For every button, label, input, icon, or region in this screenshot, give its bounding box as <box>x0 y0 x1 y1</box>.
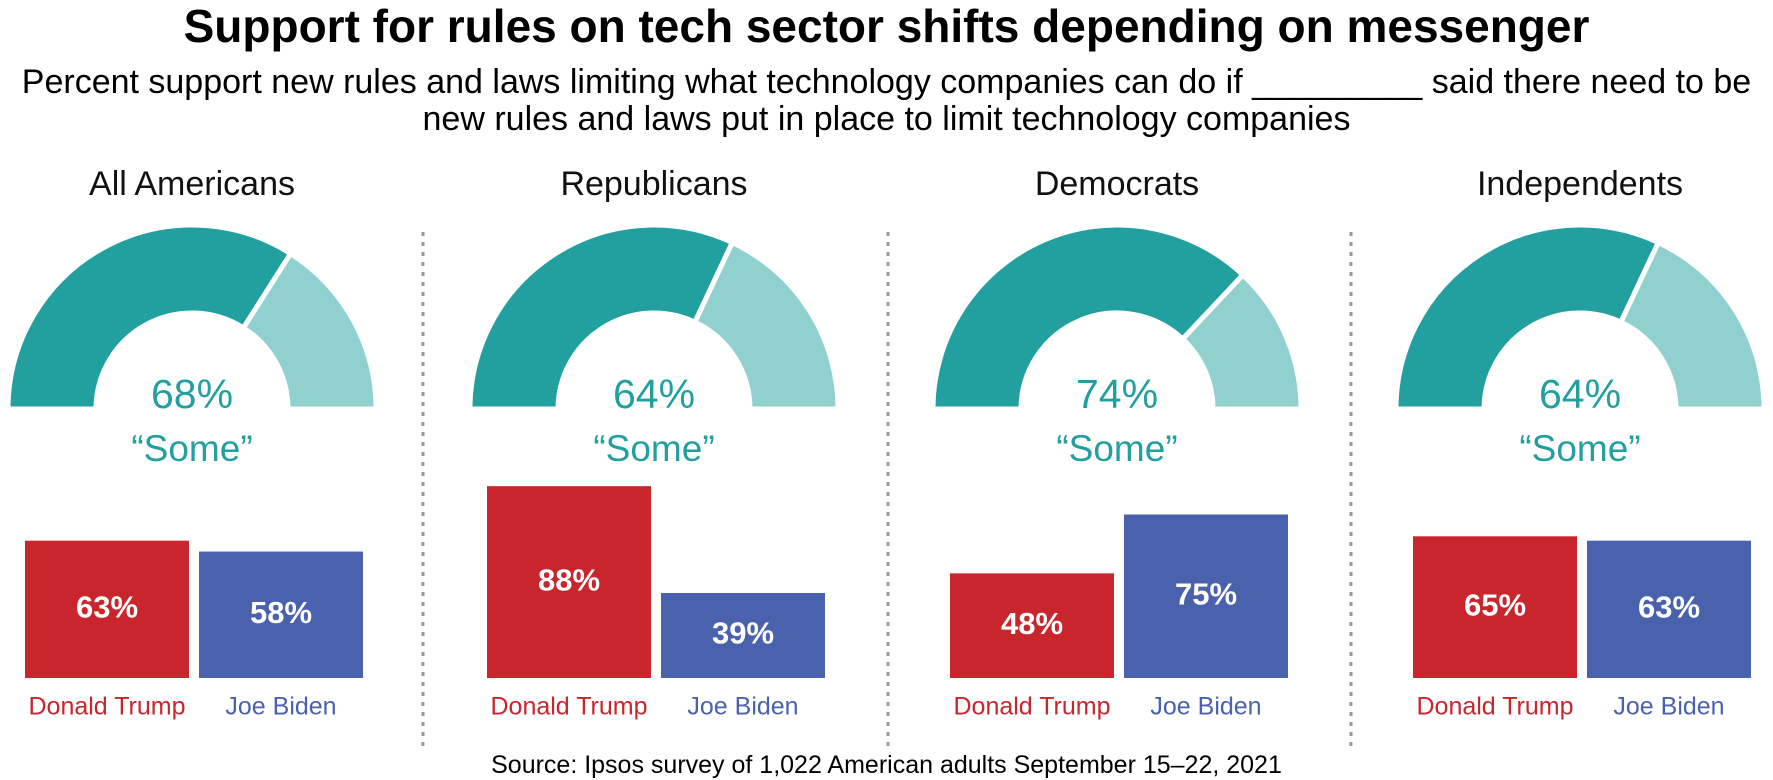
gauge-segment <box>467 222 736 412</box>
category-label: Joe Biden <box>687 693 798 721</box>
panel-title: Independents <box>1477 165 1683 203</box>
panel-title: All Americans <box>89 165 295 203</box>
bar-value-label: 58% <box>250 595 312 630</box>
gauge-label: “Some” <box>1056 428 1177 469</box>
category-label: Donald Trump <box>490 693 647 721</box>
category-label: Donald Trump <box>28 693 185 721</box>
category-label: Joe Biden <box>1150 693 1261 721</box>
gauge-rest <box>691 239 841 412</box>
bar-value-label: 63% <box>76 590 138 625</box>
gauge-value: 64% <box>1539 371 1621 417</box>
bar <box>1587 540 1751 678</box>
category-label: Donald Trump <box>1416 693 1573 721</box>
charts: All Americans 68% “Some” 63% Donald Trump 58%… <box>5 164 1767 746</box>
gauge-rest <box>239 250 379 412</box>
source: Source: Ipsos survey of 1,022 American a… <box>491 751 1282 779</box>
bar <box>661 592 825 678</box>
bar <box>1413 536 1577 678</box>
gauge-segment <box>930 222 1247 412</box>
subtitle: Percent support new rules and laws limit… <box>21 63 1752 138</box>
panel-title: Democrats <box>1035 165 1199 203</box>
bar-value-label: 48% <box>1001 606 1063 641</box>
bar-value-label: 75% <box>1175 576 1237 611</box>
bar <box>25 540 189 678</box>
bar <box>950 573 1114 678</box>
gauge-segment <box>1393 222 1662 412</box>
bar <box>199 551 363 678</box>
title: Support for rules on tech sector shifts … <box>183 0 1590 52</box>
bar <box>1124 514 1288 678</box>
category-label: Joe Biden <box>1613 693 1724 721</box>
category-label: Joe Biden <box>225 693 336 721</box>
panel-title: Republicans <box>560 165 747 203</box>
bar-value-label: 39% <box>712 616 774 651</box>
gauge-rest <box>1179 271 1304 412</box>
gauge-segment <box>5 222 295 412</box>
gauge-label: “Some” <box>1519 428 1640 469</box>
category-label: Donald Trump <box>953 693 1110 721</box>
bar-value-label: 63% <box>1638 590 1700 625</box>
gauge-label: “Some” <box>131 428 252 469</box>
gauge-rest <box>1617 239 1767 412</box>
gauge-value: 74% <box>1076 371 1158 417</box>
bar-value-label: 65% <box>1464 587 1526 622</box>
gauge-value: 68% <box>151 371 233 417</box>
bar-value-label: 88% <box>538 562 600 597</box>
bar <box>487 486 651 678</box>
gauge-label: “Some” <box>593 428 714 469</box>
gauge-value: 64% <box>613 371 695 417</box>
